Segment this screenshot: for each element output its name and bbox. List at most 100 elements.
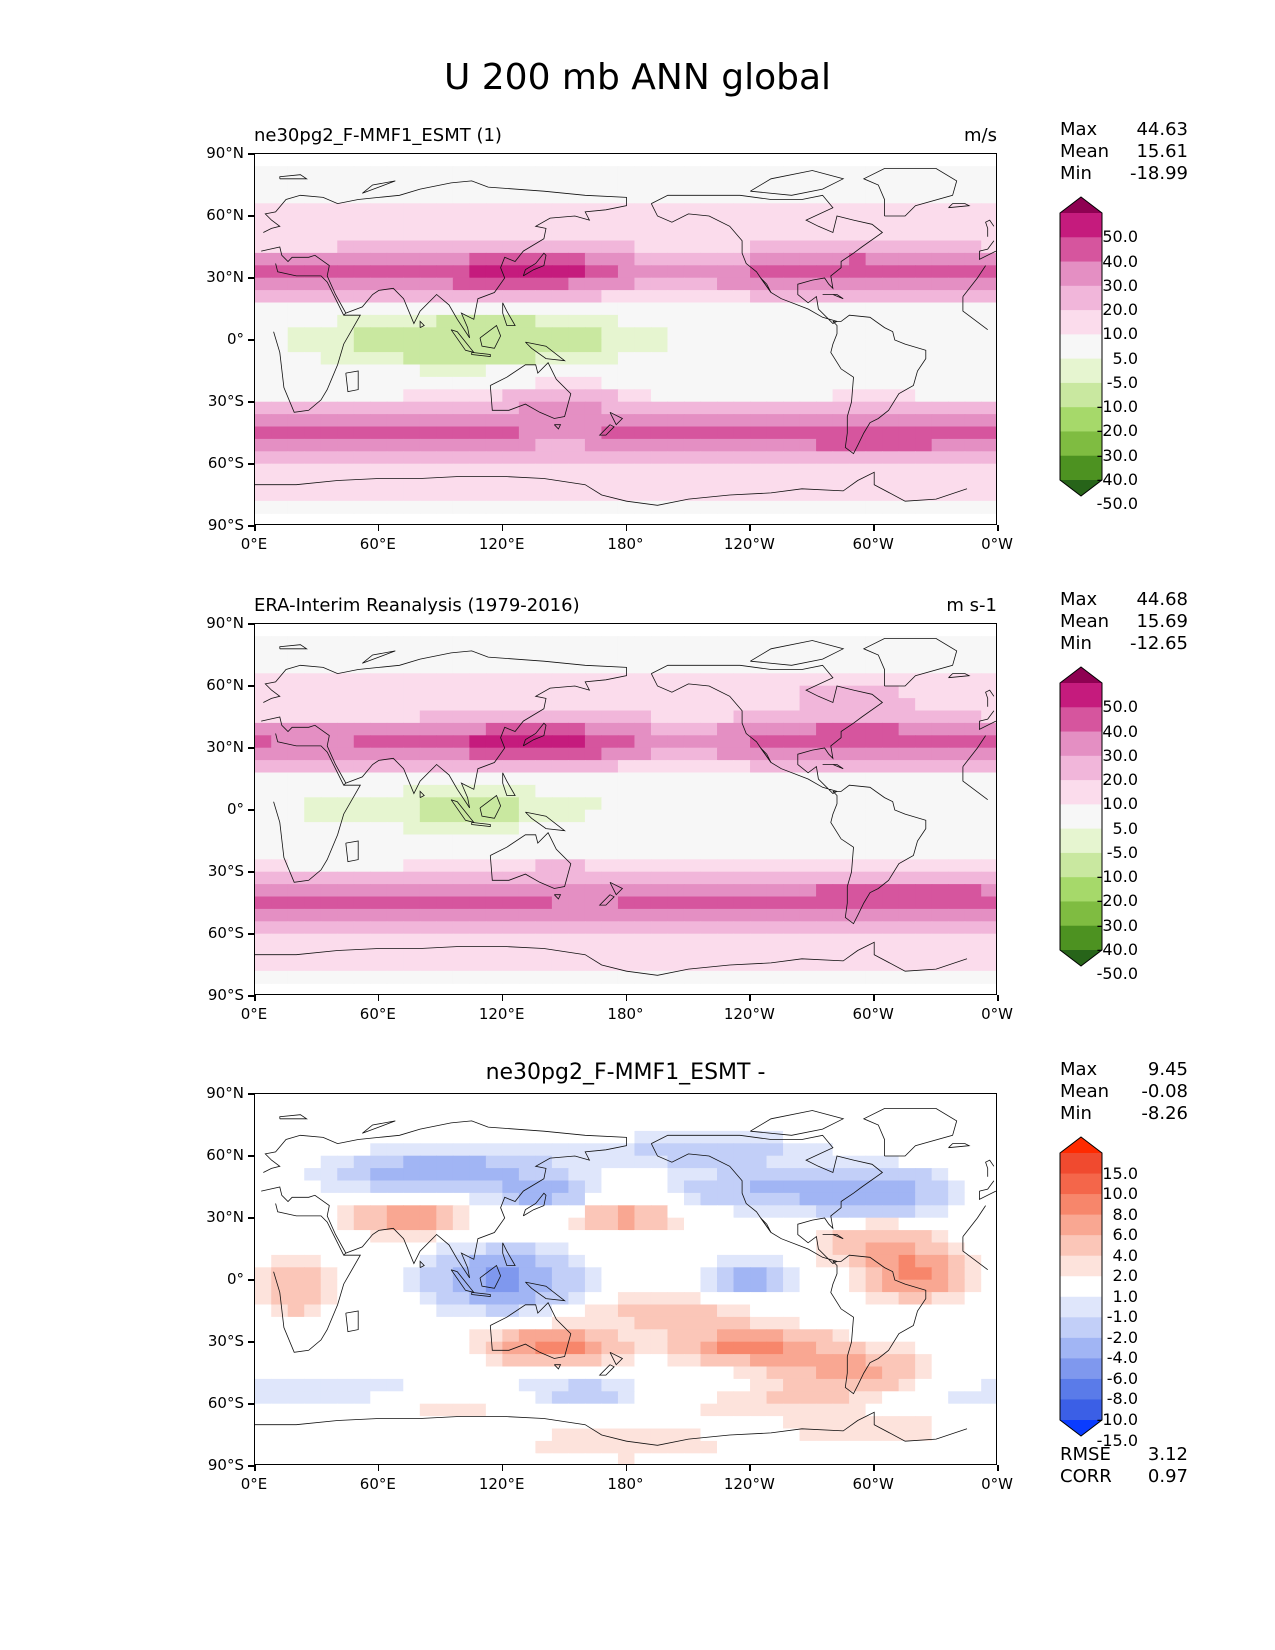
y-tick-label: 30°N [206, 1208, 244, 1226]
y-tick-mark [248, 1465, 254, 1467]
y-tick-label: 30°N [206, 268, 244, 286]
stat-row-max: Max 44.68 [1060, 589, 1188, 611]
x-tick-mark [749, 995, 751, 1001]
y-tick-label: 0° [226, 800, 244, 818]
coastline-uk [985, 219, 995, 237]
stat-value: 9.45 [1147, 1059, 1188, 1080]
colorbar-tick-label: 1.0 [1112, 1286, 1138, 1306]
stat-value: -18.99 [1129, 163, 1188, 184]
y-tick-label: 0° [226, 1270, 244, 1288]
x-tick-label: 120°W [723, 1005, 775, 1023]
coastline-arctic_isles [750, 1110, 845, 1136]
colorbar-tick-label: -5.0 [1106, 372, 1138, 392]
colorbar-tick-label: 15.0 [1102, 1163, 1138, 1183]
stat-row-min: Min -18.99 [1060, 163, 1188, 185]
coastline-eurasia [979, 250, 996, 261]
coastline-java [471, 352, 491, 357]
x-tick-label: 120°E [478, 1475, 525, 1493]
colorbar-segment [1060, 755, 1102, 781]
coastline-arabia_tip [343, 782, 347, 786]
colorbar-tick-label: -20.0 [1096, 891, 1138, 911]
color-field [255, 1094, 996, 1464]
coastline-australia [489, 1302, 572, 1359]
y-tick-label: 60°S [207, 1394, 244, 1412]
map-panel [254, 153, 997, 525]
coastline-greenland [862, 168, 958, 217]
color-field [255, 166, 996, 514]
colorbar-segment [1060, 455, 1102, 481]
coastline-arabia_tip [343, 312, 347, 316]
colorbar-extend-min [1060, 950, 1102, 966]
coastline-antarctica [255, 1415, 627, 1442]
x-tick-mark [501, 1465, 504, 1471]
coastline-tasmania [554, 894, 562, 900]
colorbar-segment [1060, 901, 1102, 927]
coastline-philippines [502, 772, 516, 796]
stat-row-mean: Mean -0.08 [1060, 1081, 1188, 1103]
colorbar [1059, 196, 1103, 501]
colorbar-segment [1060, 285, 1102, 311]
coastline-japan [522, 1192, 547, 1217]
colorbar-tick-label: -10.0 [1096, 397, 1138, 417]
stat-value: 44.68 [1136, 589, 1188, 610]
coastline-newzealand_s [598, 894, 615, 906]
coastline-eurasia [979, 240, 995, 252]
colorbar-tick-label: -40.0 [1096, 940, 1138, 959]
colorbar-tick-label: 8.0 [1112, 1204, 1138, 1224]
coastline-africa [273, 1203, 361, 1353]
colorbar-segment [1060, 1153, 1102, 1175]
coastline-newguinea [525, 1281, 566, 1302]
figure-title: U 200 mb ANN global [443, 57, 832, 98]
y-tick-mark [248, 153, 254, 155]
coastline-antarctica [255, 475, 627, 502]
stat-value: -0.08 [1141, 1081, 1188, 1102]
y-tick-mark [248, 933, 254, 935]
colorbar-segment [1060, 877, 1102, 902]
coastline-japan [522, 252, 547, 277]
colorbar-segment [1060, 780, 1102, 805]
colorbar-tick-label: 50.0 [1102, 227, 1138, 247]
coastline-svalbard [279, 1114, 308, 1120]
x-tick-label: 60°W [852, 535, 894, 553]
colorbar-segment [1060, 707, 1102, 733]
color-field [255, 636, 996, 984]
coastline-australia [489, 362, 572, 419]
x-tick-label: 0°W [981, 1005, 1013, 1023]
colorbar-tick-label: 30.0 [1102, 745, 1138, 765]
x-tick-mark [749, 1465, 751, 1471]
stat-row-mean: Mean 15.61 [1060, 141, 1188, 163]
y-tick-label: 60°S [207, 924, 244, 942]
coastline-newzealand [609, 1351, 624, 1366]
y-tick-mark [248, 463, 254, 465]
stat-key: Mean [1060, 1081, 1110, 1102]
coastline-eurasia [979, 1180, 995, 1192]
colorbar-extend-min [1060, 1420, 1102, 1436]
x-tick-mark [377, 1465, 380, 1471]
colorbar-segment [1060, 310, 1102, 335]
colorbar-extend-max [1060, 667, 1102, 683]
coastline-australia [489, 832, 572, 889]
colorbar-tick-label: -15.0 [1096, 1430, 1138, 1450]
colorbar-tick-label: 4.0 [1112, 1245, 1138, 1265]
y-tick-mark [248, 215, 254, 217]
x-tick-label: 180° [607, 1475, 644, 1493]
y-tick-label: 90°N [206, 144, 244, 162]
y-tick-mark [248, 1093, 254, 1095]
x-tick-mark [873, 995, 875, 1001]
colorbar-tick-label: -30.0 [1096, 445, 1138, 465]
stat-row-min: Min -12.65 [1060, 633, 1188, 655]
colorbar-tick-label: 10.0 [1102, 1184, 1138, 1204]
panel-units: m/s [964, 125, 997, 146]
y-tick-mark [248, 1155, 254, 1157]
y-tick-label: 90°N [206, 1084, 244, 1102]
stat-value: 44.63 [1136, 119, 1188, 140]
stat-key: Max [1060, 589, 1098, 610]
colorbar-tick-label: -40.0 [1096, 470, 1138, 489]
colorbar-segment [1060, 1235, 1102, 1257]
colorbar-segment [1060, 1214, 1102, 1236]
y-tick-mark [248, 1217, 254, 1219]
coastline-srilanka [419, 1260, 425, 1268]
coastline-novaya [362, 650, 396, 664]
colorbar-tick-label: 10.0 [1102, 324, 1138, 344]
coastline-greenland [862, 1108, 958, 1157]
